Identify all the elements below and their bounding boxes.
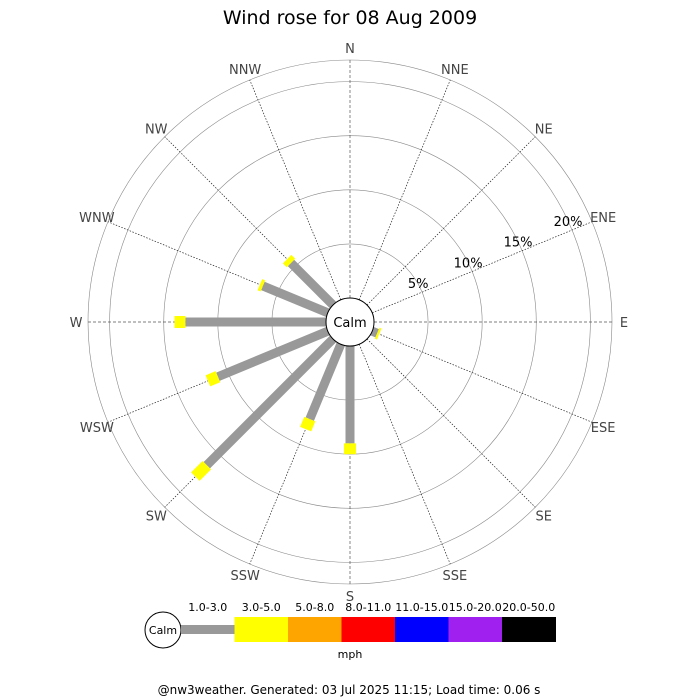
bar-wsw-bin0 xyxy=(216,327,330,381)
legend-bin-4 xyxy=(395,617,449,642)
direction-label-nnw: NNW xyxy=(229,63,261,78)
radial-tick-label-0: 5% xyxy=(408,277,429,292)
legend-bin-3 xyxy=(341,617,396,642)
direction-label-wsw: WSW xyxy=(80,421,114,436)
spoke-nne xyxy=(358,79,451,300)
direction-label-sse: SSE xyxy=(442,569,467,584)
spoke-sse xyxy=(358,344,451,565)
legend-bin-6 xyxy=(502,617,556,642)
direction-label-w: W xyxy=(70,316,83,331)
legend-bin-2 xyxy=(288,617,342,642)
bar-wsw-bin1 xyxy=(205,371,221,387)
wind-bars xyxy=(174,254,382,481)
direction-label-n: N xyxy=(345,42,355,57)
bar-ese-bin0 xyxy=(370,327,379,338)
direction-label-e: E xyxy=(620,316,628,331)
direction-label-nw: NW xyxy=(145,122,168,137)
spoke-ese xyxy=(372,330,593,423)
bar-ese-bin1 xyxy=(374,327,382,340)
radial-tick-label-3: 20% xyxy=(554,215,583,230)
footer-text: @nw3weather. Generated: 03 Jul 2025 11:1… xyxy=(158,683,541,697)
direction-label-wnw: WNW xyxy=(79,211,115,226)
legend-bin-label-4: 11.0-15.0 xyxy=(395,601,448,614)
legend-bin-label-1: 3.0-5.0 xyxy=(242,601,281,614)
legend-units: mph xyxy=(338,648,363,661)
direction-label-ene: ENE xyxy=(590,211,616,226)
bar-sw-bin0 xyxy=(203,335,337,469)
legend-bin-label-2: 5.0-8.0 xyxy=(295,601,334,614)
calm-label: Calm xyxy=(333,316,366,331)
radial-tick-label-1: 10% xyxy=(454,256,483,271)
bar-nw-bin1 xyxy=(282,254,296,268)
legend-bin-1 xyxy=(234,617,289,642)
bar-ssw-bin0 xyxy=(305,342,345,421)
direction-label-s: S xyxy=(346,590,354,605)
direction-label-ne: NE xyxy=(535,122,553,137)
bar-wnw-bin0 xyxy=(261,281,330,317)
calm-circle xyxy=(325,297,375,347)
legend-bin-label-6: 20.0-50.0 xyxy=(502,601,555,614)
legend-bin-label-5: 15.0-20.0 xyxy=(449,601,502,614)
radial-tick-label-2: 15% xyxy=(504,236,533,251)
direction-label-sw: SW xyxy=(146,510,167,525)
spoke-ene xyxy=(372,221,593,314)
legend-bin-label-3: 8.0-11.0 xyxy=(345,601,391,614)
bar-ssw-bin1 xyxy=(300,416,316,432)
speed-legend: Calm 1.0-3.0 3.0-5.0 5.0-8.0 8.0-11.0 11.0-1… xyxy=(144,601,556,661)
direction-label-nne: NNE xyxy=(441,63,469,78)
legend-bin-5 xyxy=(448,617,503,642)
bar-sw-bin1 xyxy=(191,460,212,481)
direction-label-ese: ESE xyxy=(591,421,616,436)
bar-wnw-bin1 xyxy=(257,279,266,292)
spoke-nnw xyxy=(249,79,342,300)
calm-center: Calm xyxy=(325,297,375,347)
legend-calm-label: Calm xyxy=(149,624,177,637)
radial-tick-labels: 5% 10% 15% 20% xyxy=(408,215,583,292)
legend-bin-label-0: 1.0-3.0 xyxy=(188,601,227,614)
spoke-se xyxy=(366,338,536,508)
chart-title: Wind rose for 08 Aug 2009 xyxy=(223,7,477,29)
direction-label-se: SE xyxy=(536,510,552,525)
bar-nw-bin0 xyxy=(287,259,337,309)
direction-label-ssw: SSW xyxy=(230,569,260,584)
spoke-ne xyxy=(366,136,536,306)
